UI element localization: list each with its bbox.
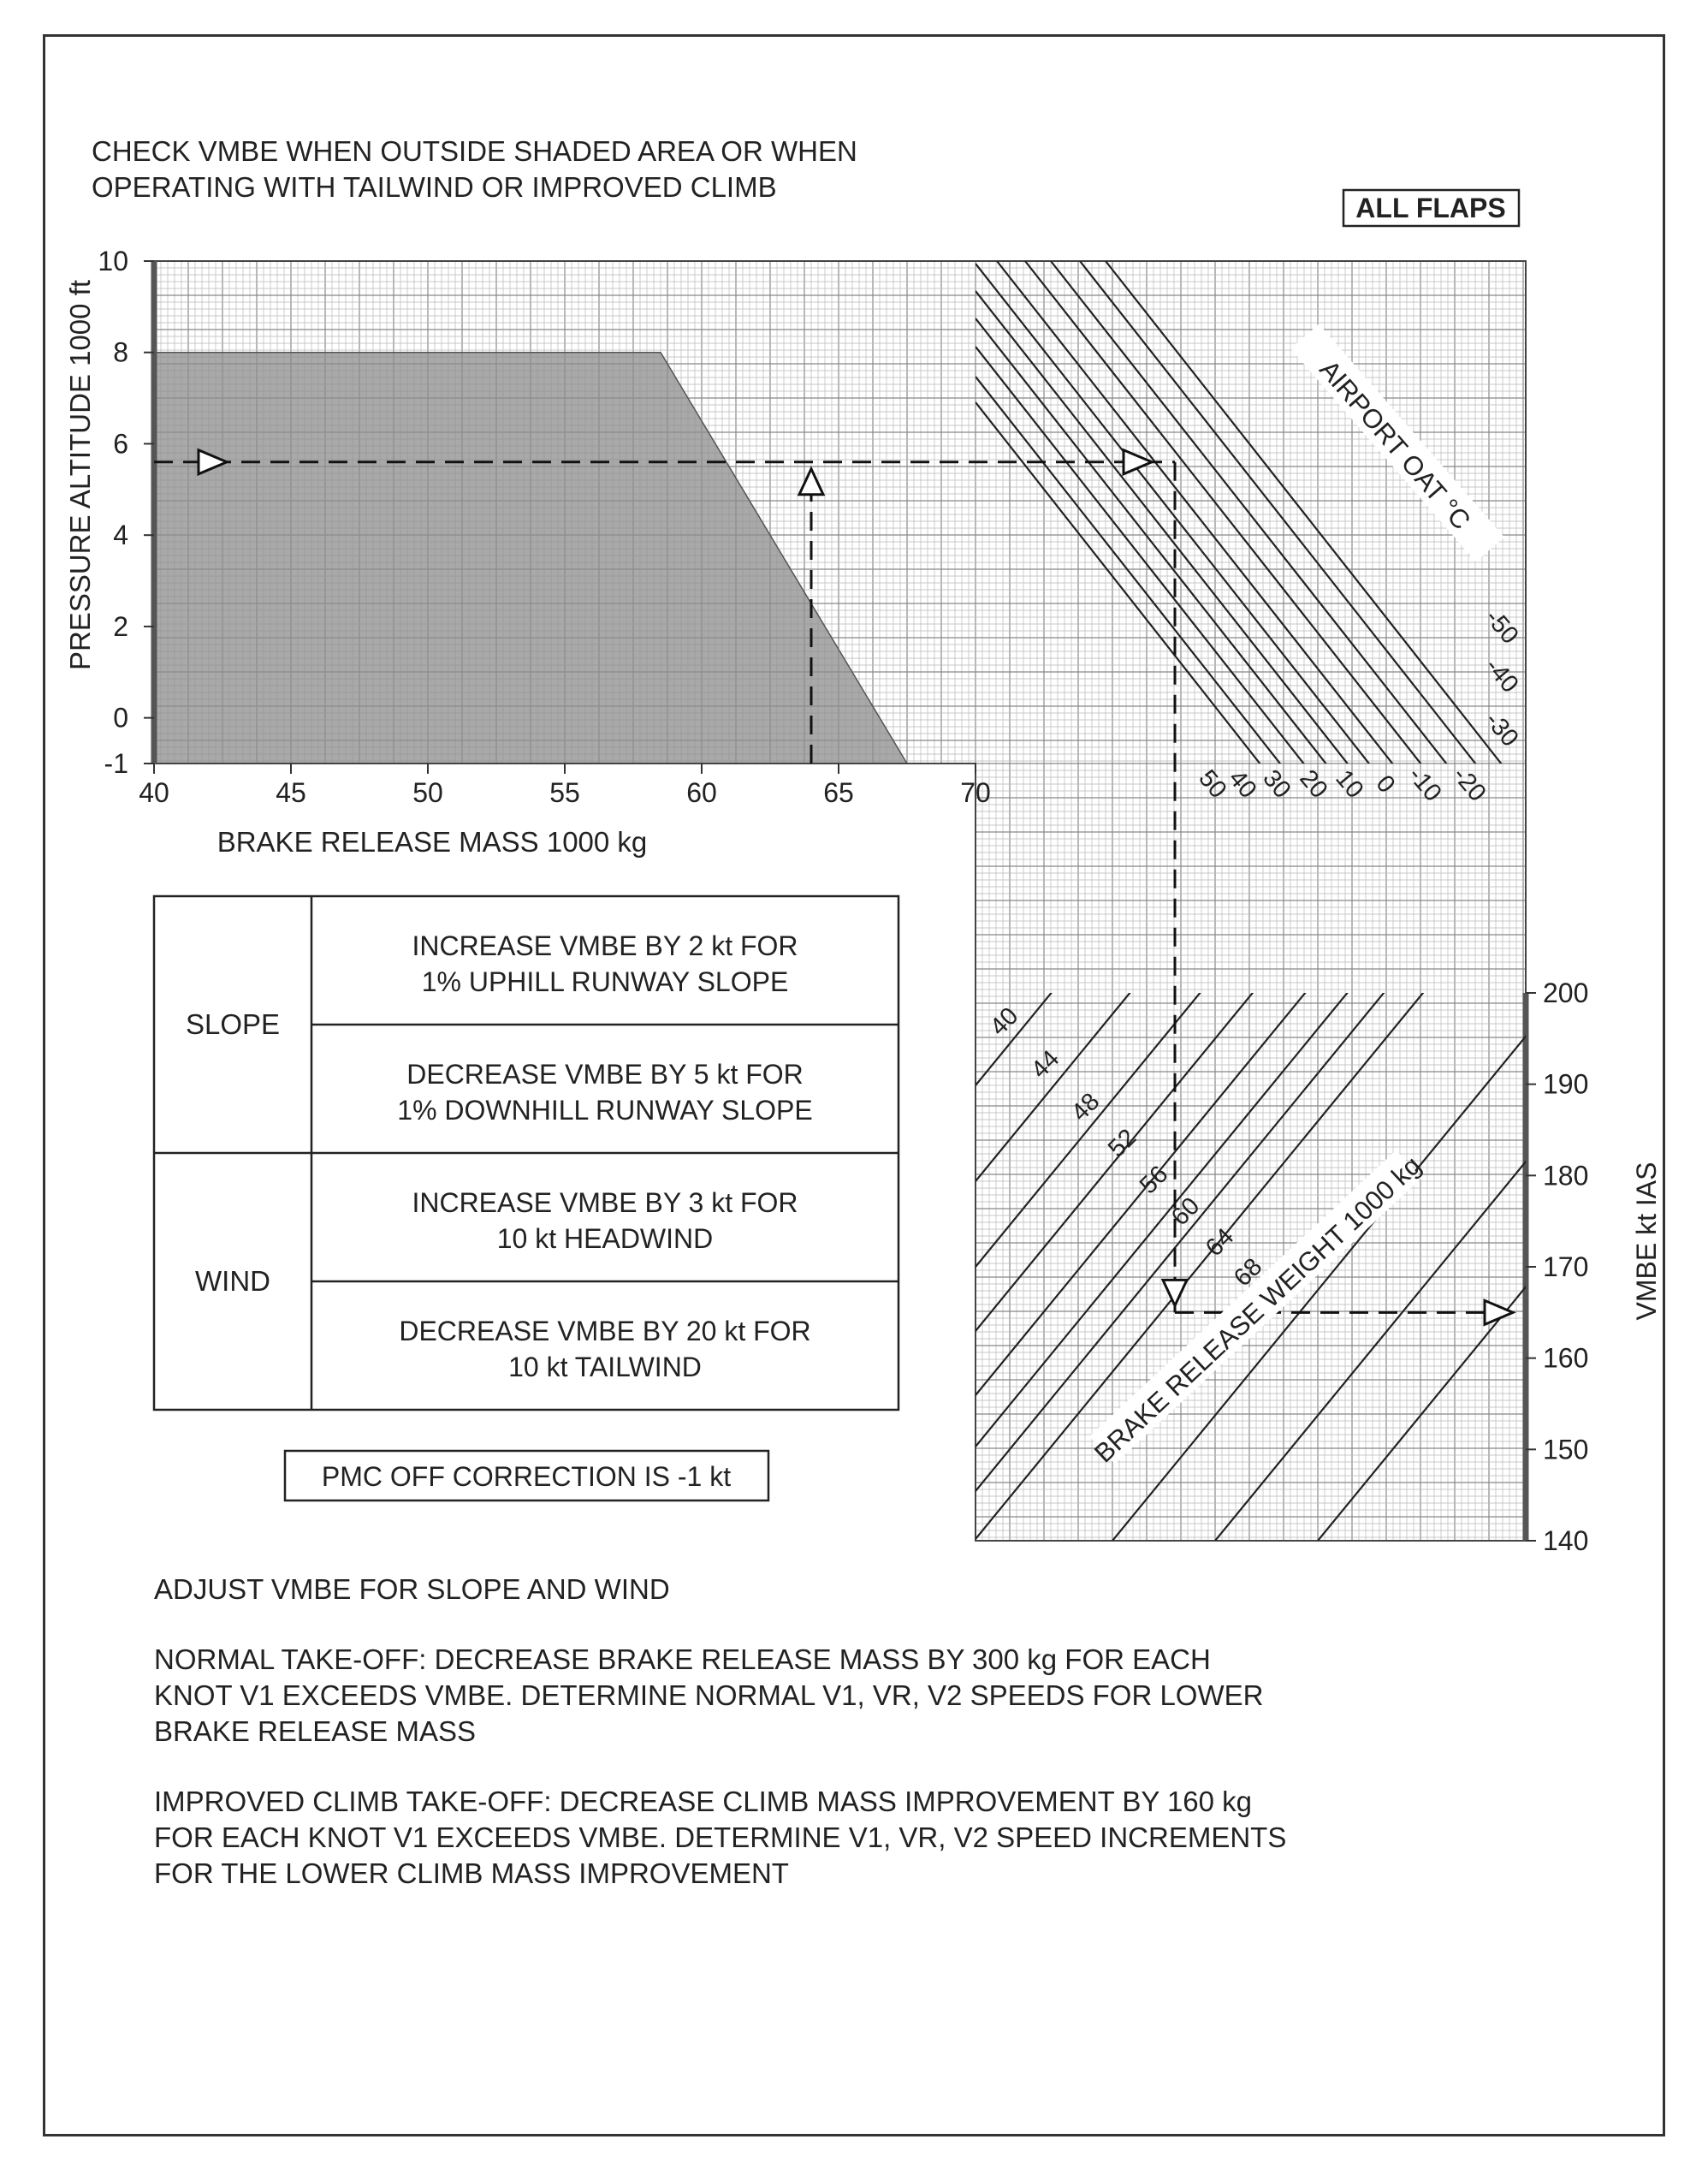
vmbe-tick-label: 140 — [1543, 1525, 1588, 1556]
oat-label-bottom: -10 — [1403, 762, 1446, 807]
oat-line — [1024, 261, 1422, 764]
y-tick-label: 8 — [113, 337, 128, 368]
x-axis-title-mass: BRAKE RELEASE MASS 1000 kg — [217, 826, 648, 858]
note-improved-line3: FOR THE LOWER CLIMB MASS IMPROVEMENT — [154, 1857, 789, 1889]
wind-head-line1: INCREASE VMBE BY 3 kt FOR — [412, 1187, 798, 1218]
page-frame — [43, 34, 1665, 2136]
oat-line — [976, 346, 1305, 764]
arrow-up — [797, 466, 826, 496]
oat-label-bg — [1290, 324, 1504, 562]
oat-label-bottom: 0 — [1370, 770, 1400, 799]
oat-label-bottom: -20 — [1447, 762, 1491, 807]
weight-line — [976, 993, 1131, 1182]
x-tick-label: 70 — [960, 777, 991, 808]
weight-line — [976, 993, 1385, 1492]
arrow-right-3 — [1483, 1298, 1516, 1327]
vmbe-tick-label: 150 — [1543, 1434, 1588, 1465]
shaded-region — [153, 351, 909, 764]
note-normal-line1: NORMAL TAKE-OFF: DECREASE BRAKE RELEASE … — [154, 1643, 1211, 1675]
oat-line — [976, 290, 1349, 764]
check-note-line1: CHECK VMBE WHEN OUTSIDE SHADED AREA OR W… — [92, 135, 857, 167]
oat-line — [976, 263, 1371, 764]
arrow-down — [1160, 1278, 1189, 1309]
axes: 40 45 50 55 60 65 70 10 8 6 4 2 0 -1 200 190 180 170 160 15… — [98, 246, 1588, 1556]
note-adjust: ADJUST VMBE FOR SLOPE AND WIND — [154, 1573, 670, 1605]
wind-tail-line2: 10 kt TAILWIND — [508, 1352, 702, 1382]
y-axis-title-vmbe: VMBE kt IAS — [1631, 1162, 1662, 1321]
oat-line — [976, 376, 1282, 764]
oat-line — [1105, 261, 1503, 764]
all-flaps-label: ALL FLAPS — [1355, 193, 1505, 223]
oat-lines — [976, 261, 1503, 764]
weight-label-bg — [1089, 1150, 1422, 1465]
vmbe-tick-label: 200 — [1543, 978, 1588, 1008]
weight-line — [976, 993, 1349, 1447]
x-tick-label: 45 — [276, 777, 306, 808]
vmbe-tick-label: 170 — [1543, 1251, 1588, 1282]
note-improved-line2: FOR EACH KNOT V1 EXCEEDS VMBE. DETERMINE… — [154, 1821, 1286, 1853]
slope-up-line1: INCREASE VMBE BY 2 kt FOR — [412, 930, 798, 961]
y-tick-label: -1 — [104, 748, 128, 779]
oat-line — [1050, 261, 1448, 764]
y-axis-title-altitude: PRESSURE ALTITUDE 1000 ft — [64, 280, 96, 670]
wind-label: WIND — [195, 1265, 270, 1297]
slope-up-line2: 1% UPHILL RUNWAY SLOPE — [422, 966, 789, 997]
wind-head-line2: 10 kt HEADWIND — [497, 1223, 713, 1254]
weight-lines — [976, 993, 1526, 1541]
pmc-note-box — [283, 1449, 770, 1502]
oat-line — [1079, 261, 1477, 764]
weight-line — [976, 993, 1425, 1540]
arrow-right-1 — [197, 448, 230, 477]
weight-line — [1112, 1035, 1526, 1541]
weight-label: 40 — [985, 1002, 1023, 1041]
slope-down-line2: 1% DOWNHILL RUNWAY SLOPE — [397, 1095, 812, 1126]
weight-line — [976, 993, 1254, 1332]
x-tick-label: 50 — [412, 777, 443, 808]
x-tick-label: 55 — [549, 777, 580, 808]
x-tick-label: 65 — [823, 777, 854, 808]
corrections-table: SLOPE WIND INCREASE VMBE BY 2 kt FOR 1% … — [152, 894, 900, 1411]
slope-down-line1: DECREASE VMBE BY 5 kt FOR — [406, 1059, 804, 1090]
note-improved-line1: IMPROVED CLIMB TAKE-OFF: DECREASE CLIMB … — [154, 1786, 1252, 1817]
oat-label-side: -40 — [1480, 653, 1523, 698]
weight-label: 52 — [1103, 1124, 1142, 1162]
oat-line — [976, 401, 1261, 764]
x-tick-label: 60 — [686, 777, 717, 808]
x-tick-label: 40 — [139, 777, 169, 808]
oat-label-side: -50 — [1480, 604, 1523, 650]
y-tick-label: 10 — [98, 246, 128, 276]
chart-grid — [153, 260, 1526, 1541]
y-tick-label: 4 — [113, 520, 128, 550]
y-tick-label: 6 — [113, 428, 128, 459]
note-normal-line2: KNOT V1 EXCEEDS VMBE. DETERMINE NORMAL V… — [154, 1679, 1263, 1711]
weight-line — [976, 993, 1307, 1396]
weight-line — [976, 993, 1201, 1268]
vmbe-tick-label: 180 — [1543, 1160, 1588, 1191]
oat-line — [976, 318, 1327, 764]
slope-label: SLOPE — [186, 1008, 280, 1040]
weight-label: 60 — [1166, 1192, 1205, 1231]
check-note-line2: OPERATING WITH TAILWIND OR IMPROVED CLIM… — [92, 171, 777, 203]
arrow-right-2 — [1122, 448, 1155, 477]
y-tick-label: 2 — [113, 611, 128, 642]
example-path — [154, 448, 1516, 1327]
y-tick-label: 0 — [113, 703, 128, 734]
note-normal-line3: BRAKE RELEASE MASS — [154, 1715, 476, 1747]
wind-tail-line1: DECREASE VMBE BY 20 kt FOR — [399, 1316, 810, 1346]
weight-line — [1214, 1160, 1526, 1541]
oat-line — [996, 261, 1394, 764]
all-flaps-box — [1342, 188, 1521, 228]
vmbe-tick-label: 160 — [1543, 1343, 1588, 1374]
vmbe-tick-label: 190 — [1543, 1069, 1588, 1100]
weight-line — [1317, 1285, 1526, 1541]
weight-label: 48 — [1066, 1088, 1105, 1126]
pmc-note: PMC OFF CORRECTION IS -1 kt — [322, 1461, 731, 1492]
